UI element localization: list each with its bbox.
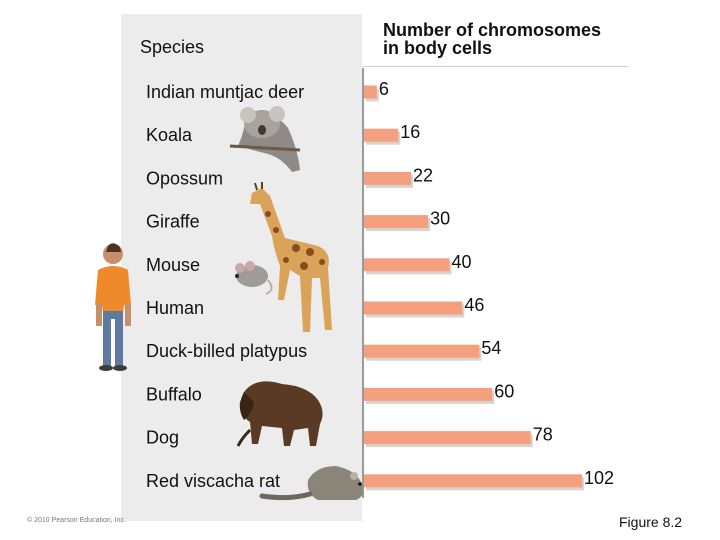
bar-giraffe	[364, 215, 429, 229]
category-label-giraffe: Giraffe	[146, 212, 200, 232]
chromosomes-header: Number of chromosomes in body cells	[383, 21, 601, 57]
bar-koala	[364, 128, 399, 142]
value-label-red-viscacha-rat: 102	[584, 468, 614, 488]
category-label-buffalo: Buffalo	[146, 384, 202, 404]
bar-opossum	[364, 171, 412, 185]
category-label-mouse: Mouse	[146, 255, 200, 275]
header-divider	[362, 66, 628, 67]
species-header: Species	[140, 37, 205, 57]
category-labels: Indian muntjac deer Koala Opossum Giraffe Mo…	[146, 82, 307, 491]
value-labels: 6 16 22 30 40 46 54 60 78 102	[379, 79, 614, 488]
koala-icon	[229, 106, 301, 172]
bar-buffalo	[364, 387, 493, 401]
bar-duck-billed-platypus	[364, 344, 480, 358]
value-label-koala: 16	[400, 122, 420, 142]
value-label-human: 46	[464, 295, 484, 315]
category-label-dog: Dog	[146, 428, 179, 448]
value-label-mouse: 40	[451, 252, 471, 272]
chromosomes-header-line1: Number of chromosomes	[383, 20, 602, 40]
figure-caption: Figure 8.2	[619, 514, 683, 530]
giraffe-icon	[250, 182, 332, 332]
bar-human	[364, 301, 463, 315]
chromosomes-header-line2: in body cells	[383, 38, 493, 58]
mouse-icon	[235, 261, 273, 295]
bar-dog	[364, 431, 531, 445]
bars	[364, 85, 584, 491]
copyright-notice: © 2010 Pearson Education, Inc.	[27, 517, 126, 524]
category-label-indian-muntjac-deer: Indian muntjac deer	[146, 82, 304, 102]
value-label-duck-billed-platypus: 54	[481, 338, 501, 358]
value-label-giraffe: 30	[430, 209, 450, 229]
bar-indian-muntjac-deer	[364, 85, 377, 99]
value-label-indian-muntjac-deer: 6	[379, 79, 389, 99]
bar-red-viscacha-rat	[364, 474, 582, 488]
buffalo-icon	[236, 381, 323, 447]
value-label-buffalo: 60	[494, 381, 514, 401]
category-label-red-viscacha-rat: Red viscacha rat	[146, 471, 280, 491]
value-label-opossum: 22	[413, 165, 433, 185]
category-label-human: Human	[146, 298, 204, 318]
category-label-duck-billed-platypus: Duck-billed platypus	[146, 341, 307, 361]
value-label-dog: 78	[533, 425, 553, 445]
category-label-koala: Koala	[146, 125, 193, 145]
bar-baseline-axis	[362, 68, 364, 498]
bar-mouse	[364, 258, 450, 272]
category-label-opossum: Opossum	[146, 168, 223, 188]
red-viscacha-rat-icon	[259, 466, 364, 501]
human-icon	[95, 243, 131, 371]
